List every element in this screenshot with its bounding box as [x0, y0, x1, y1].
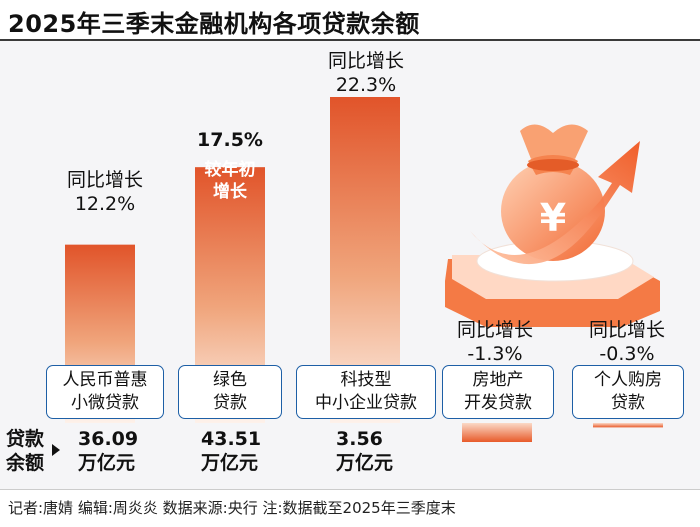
- category-label-real-estate-dev: 房地产 开发贷款: [442, 365, 554, 419]
- loan-balance-inclusive-small-micro: 36.09 万亿元: [78, 428, 139, 474]
- title-divider: [0, 39, 700, 41]
- category-label-inclusive-small-micro: 人民币普惠 小微贷款: [46, 365, 164, 419]
- loan-balance-header: 贷款 余额: [6, 428, 45, 474]
- chart-area: ¥ 同比增长 12.2% 17.5% 较年初 增长 同比增长 22.3% 同比增…: [0, 41, 700, 489]
- footer-divider: [0, 489, 700, 490]
- bar-housing: [593, 423, 663, 428]
- growth-note-green: 较年初 增长: [204, 160, 256, 202]
- category-label-tech-sme: 科技型 中小企业贷款: [296, 365, 436, 419]
- growth-label-inclusive-small-micro: 同比增长 12.2%: [66, 169, 143, 215]
- category-label-green: 绿色 贷款: [178, 365, 282, 419]
- loan-balance-pointer-icon: [52, 444, 60, 456]
- growth-label-real-estate-dev: 同比增长 -1.3%: [456, 319, 533, 365]
- loan-balance-tech-sme: 3.56 万亿元: [336, 428, 394, 474]
- category-label-housing: 个人购房 贷款: [572, 365, 684, 419]
- money-bag-icon: ¥: [445, 124, 660, 327]
- footer-credits: 记者:唐婧 编辑:周炎炎 数据来源:央行 注:数据截至2025年三季度末: [8, 499, 456, 517]
- chart-svg: ¥: [65, 97, 663, 443]
- growth-label-tech-sme: 同比增长 22.3%: [327, 50, 404, 96]
- growth-label-green: 17.5%: [197, 129, 263, 151]
- growth-label-housing: 同比增长 -0.3%: [588, 319, 665, 365]
- page-title: 2025年三季末金融机构各项贷款余额: [8, 10, 420, 38]
- svg-text:¥: ¥: [540, 196, 566, 240]
- loan-balance-green: 43.51 万亿元: [201, 428, 262, 474]
- bar-real-estate-dev: [462, 423, 532, 443]
